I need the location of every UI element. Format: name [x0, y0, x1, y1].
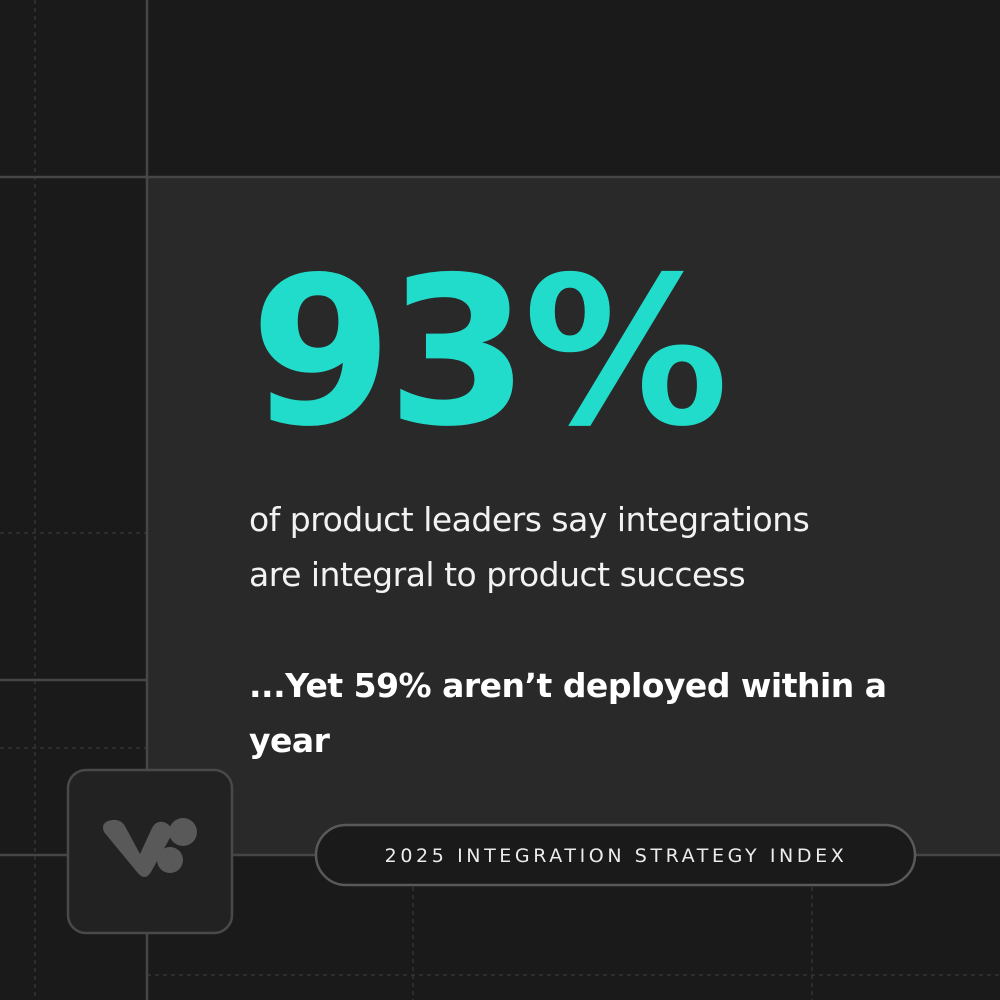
description-line: are integral to product success — [249, 555, 745, 594]
badge-label: 2025 INTEGRATION STRATEGY INDEX — [385, 845, 848, 867]
logo-dot — [169, 818, 197, 846]
stat-value: 93% — [250, 234, 723, 472]
logo-dot — [157, 847, 183, 873]
panel — [147, 177, 1000, 855]
highlight-line: ...Yet 59% aren’t deployed within a — [249, 666, 887, 705]
badge — [314, 823, 917, 887]
logo — [103, 818, 197, 877]
highlight-line: year — [249, 721, 331, 760]
description-line: of product leaders say integrations — [249, 500, 809, 539]
logo-mark — [103, 819, 172, 877]
